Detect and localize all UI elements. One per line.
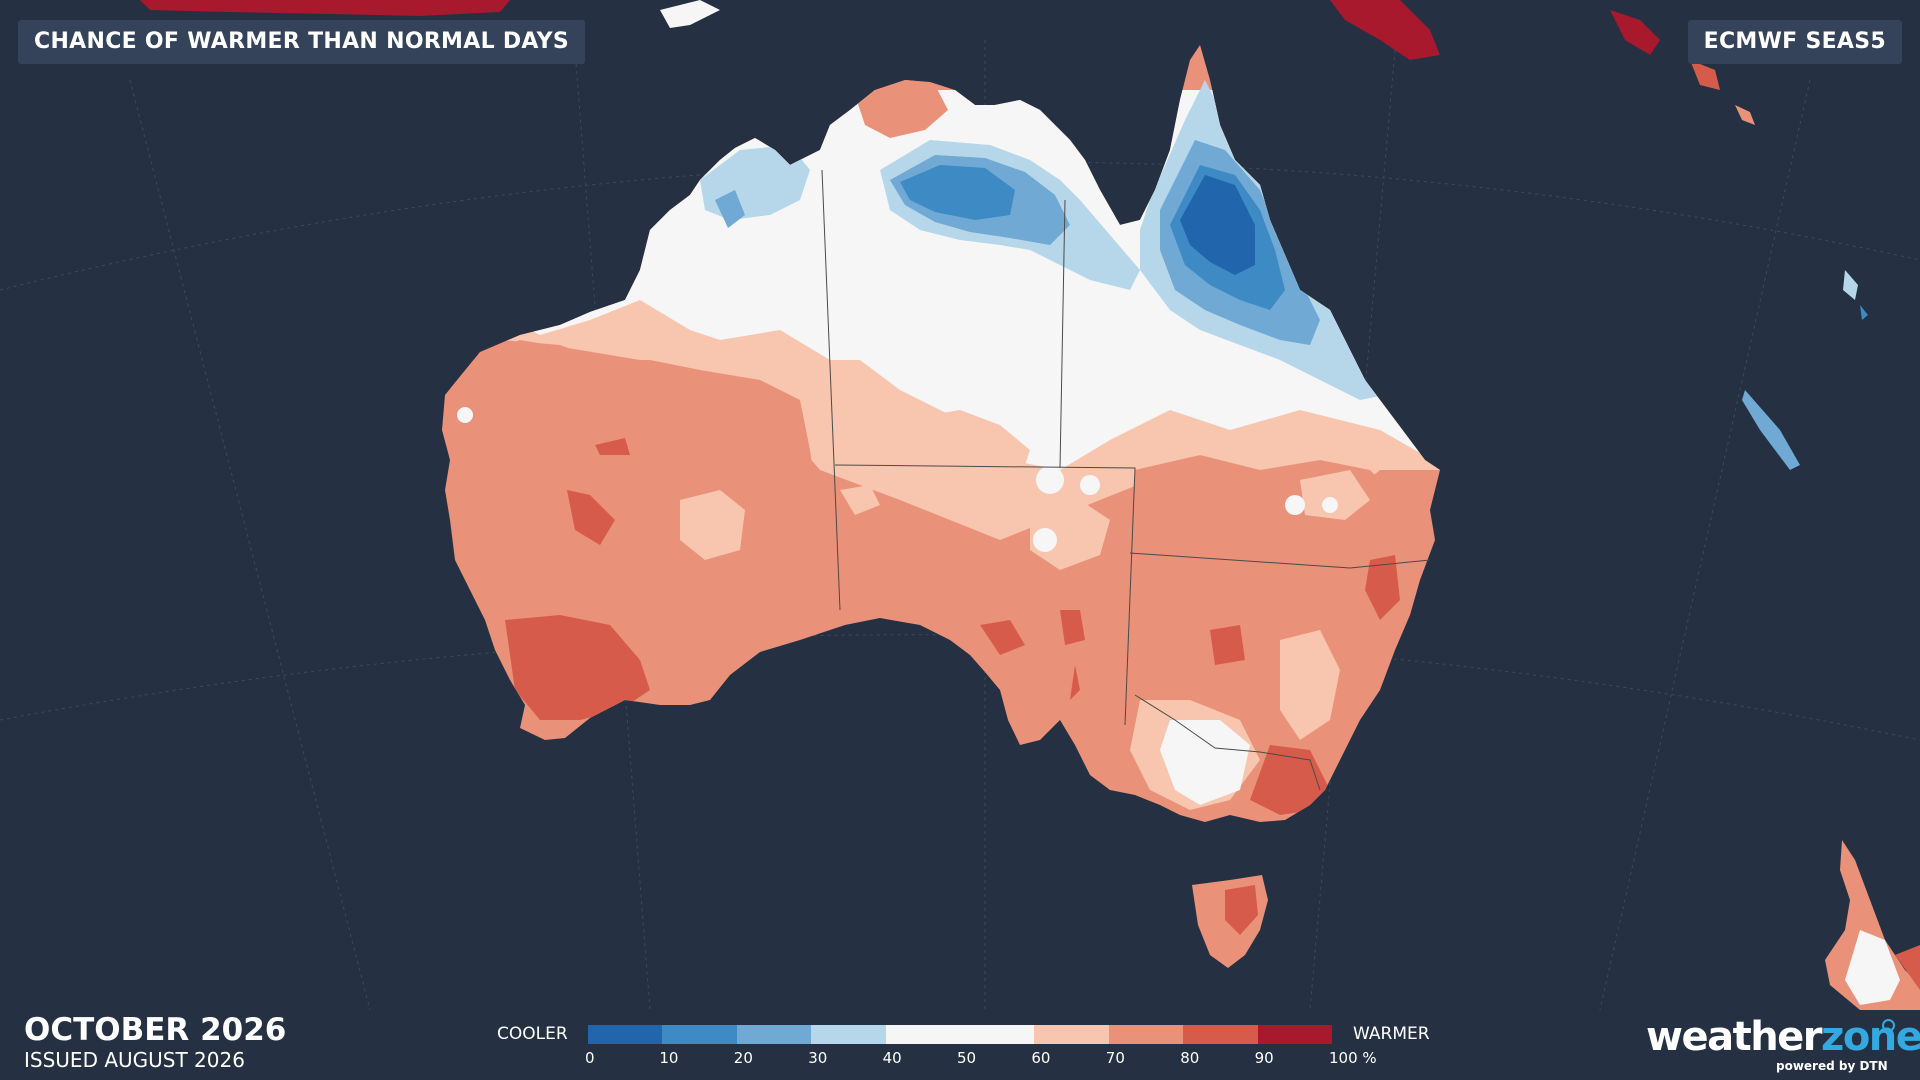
legend-tick-label: 50 (957, 1049, 977, 1067)
legend-tick-label: 60 (1031, 1049, 1051, 1067)
weatherzone-logo: weatherzone (1646, 1014, 1920, 1060)
australia-landmass (442, 45, 1440, 822)
legend-tick-label: 30 (808, 1049, 828, 1067)
logo-text-weather: weather (1646, 1014, 1823, 1060)
logo-tagline: powered by DTN (1776, 1059, 1888, 1073)
legend-swatch (588, 1025, 663, 1044)
legend-swatch (662, 1025, 737, 1044)
tasmania (1192, 875, 1268, 968)
legend-tick-label: 10 (659, 1049, 679, 1067)
legend-color-scale (588, 1025, 1333, 1044)
legend-cooler-label: COOLER (497, 1024, 568, 1044)
legend-warmer-label: WARMER (1353, 1024, 1430, 1044)
legend-tick-label: 90 (1254, 1049, 1274, 1067)
legend-tick-label: 70 (1105, 1049, 1125, 1067)
footer-bar (0, 1010, 1920, 1080)
legend-swatch (811, 1025, 886, 1044)
legend-tick-label: 80 (1180, 1049, 1200, 1067)
logo-dot-icon (1882, 1019, 1895, 1032)
legend-tick-label: 40 (882, 1049, 902, 1067)
legend-tick-label: 100 % (1329, 1049, 1377, 1067)
forecast-month: OCTOBER 2026 (24, 1012, 287, 1048)
logo-text-zone: zone (1821, 1014, 1920, 1060)
legend-swatch (736, 1025, 812, 1044)
legend-swatch (1034, 1025, 1109, 1044)
legend-swatch (885, 1025, 961, 1044)
legend-swatch (960, 1025, 1035, 1044)
model-badge: ECMWF SEAS5 (1687, 20, 1902, 64)
neighbour-islands (140, 0, 1920, 1010)
legend-ticks: 0 10 20 30 40 50 60 70 80 90 100 % (585, 1049, 1377, 1069)
legend-swatch (1183, 1025, 1258, 1044)
map-title-badge: CHANCE OF WARMER THAN NORMAL DAYS (18, 20, 586, 64)
legend-tick-label: 0 (585, 1049, 595, 1067)
issued-date: ISSUED AUGUST 2026 (24, 1048, 245, 1072)
legend-swatch (1257, 1025, 1333, 1044)
legend-tick-label: 20 (733, 1049, 753, 1067)
legend-swatch (1108, 1025, 1184, 1044)
